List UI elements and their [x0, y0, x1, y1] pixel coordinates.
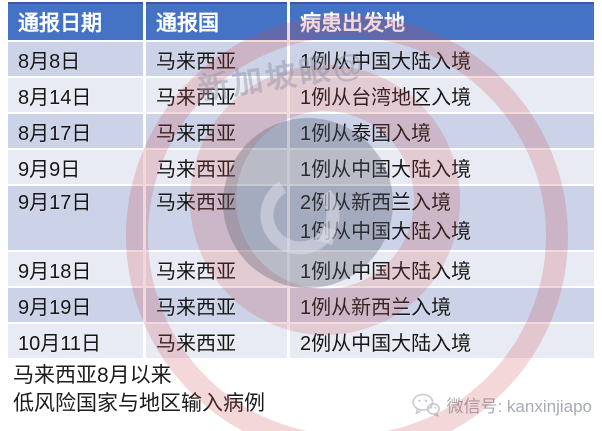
origin-line: 1例从中国大陆入境 [300, 221, 472, 243]
cell-date: 9月19日 [8, 288, 143, 322]
cell-country: 马来西亚 [146, 114, 287, 148]
cell-origin: 1例从中国大陆入境 [290, 42, 594, 76]
caption-line-1: 马来西亚8月以来 [13, 364, 172, 387]
cell-country: 马来西亚 [146, 324, 287, 358]
cell-origin: 1例从中国大陆入境 [290, 150, 594, 184]
cases-table: 通报日期 通报国 病患出发地 8月8日 马来西亚 1例从中国大陆入境 8月14日… [8, 2, 594, 358]
cell-date: 8月14日 [8, 78, 143, 112]
cell-country: 马来西亚 [146, 42, 287, 76]
cell-country: 马来西亚 [146, 288, 287, 322]
column-header-origin: 病患出发地 [290, 2, 594, 40]
cell-country: 马来西亚 [146, 150, 287, 184]
cell-origin: 2例从中国大陆入境 [290, 324, 594, 358]
column-header-country: 通报国 [146, 2, 287, 40]
cell-country: 马来西亚 [146, 78, 287, 112]
cell-date: 9月9日 [8, 150, 143, 184]
cell-date: 8月17日 [8, 114, 143, 148]
cell-country: 马来西亚 [146, 252, 287, 286]
cell-origin: 1例从台湾地区入境 [290, 78, 594, 112]
wechat-watermark: 微信号: kanxinjiapo [412, 392, 592, 417]
cell-date: 10月11日 [8, 324, 143, 358]
cell-origin: 2例从新西兰入境 1例从中国大陆入境 [290, 186, 594, 250]
cell-origin: 1例从新西兰入境 [290, 288, 594, 322]
origin-line: 2例从新西兰入境 [300, 192, 452, 214]
column-header-date: 通报日期 [8, 2, 143, 40]
cell-date: 9月17日 [8, 186, 143, 250]
cell-origin: 1例从泰国入境 [290, 114, 594, 148]
cell-date: 9月18日 [8, 252, 143, 286]
cell-date: 8月8日 [8, 42, 143, 76]
wechat-icon [412, 393, 441, 417]
cell-country: 马来西亚 [146, 186, 287, 250]
wechat-id-label: 微信号: kanxinjiapo [446, 397, 592, 416]
cell-origin: 1例从中国大陆入境 [290, 252, 594, 286]
caption-line-2: 低风险国家与地区输入病例 [13, 392, 265, 415]
table-caption: 马来西亚8月以来 低风险国家与地区输入病例 [13, 362, 265, 418]
